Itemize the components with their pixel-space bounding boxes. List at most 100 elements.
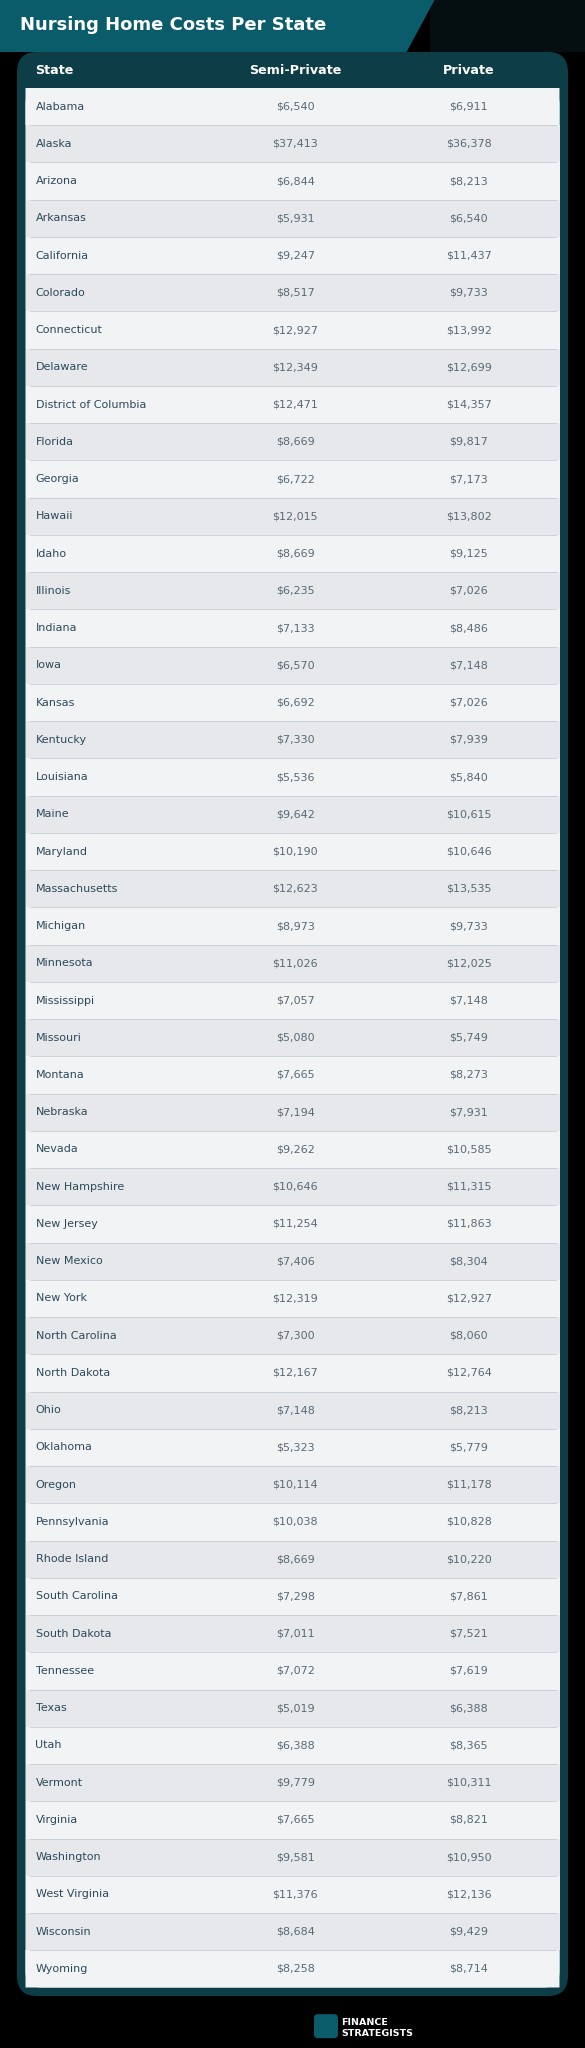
Text: $5,779: $5,779: [449, 1442, 488, 1452]
FancyBboxPatch shape: [26, 1206, 559, 1243]
Text: $12,623: $12,623: [272, 885, 318, 893]
FancyBboxPatch shape: [26, 834, 559, 870]
Text: $6,722: $6,722: [276, 473, 315, 483]
Text: $5,080: $5,080: [276, 1032, 315, 1042]
FancyBboxPatch shape: [26, 201, 559, 238]
Text: $7,665: $7,665: [276, 1069, 315, 1079]
Text: Minnesota: Minnesota: [36, 958, 93, 969]
FancyBboxPatch shape: [26, 348, 559, 385]
Text: $8,684: $8,684: [276, 1927, 315, 1937]
Polygon shape: [0, 0, 435, 51]
Text: $9,581: $9,581: [276, 1851, 315, 1862]
Text: Oklahoma: Oklahoma: [36, 1442, 92, 1452]
Text: $5,749: $5,749: [449, 1032, 488, 1042]
Text: $9,817: $9,817: [449, 436, 488, 446]
Text: FINANCE: FINANCE: [341, 2017, 388, 2028]
FancyBboxPatch shape: [26, 1430, 559, 1466]
Text: $10,828: $10,828: [446, 1518, 491, 1528]
FancyBboxPatch shape: [26, 274, 559, 311]
Text: $13,802: $13,802: [446, 512, 491, 522]
FancyBboxPatch shape: [26, 385, 559, 424]
FancyBboxPatch shape: [26, 1616, 559, 1653]
FancyBboxPatch shape: [26, 1280, 559, 1317]
Text: $8,821: $8,821: [449, 1815, 488, 1825]
FancyBboxPatch shape: [26, 1876, 559, 1913]
Text: $7,194: $7,194: [276, 1108, 315, 1118]
Text: $7,173: $7,173: [449, 473, 488, 483]
Text: Ohio: Ohio: [36, 1405, 61, 1415]
Text: $7,148: $7,148: [449, 659, 488, 670]
Text: New Mexico: New Mexico: [36, 1255, 102, 1266]
Text: Semi-Private: Semi-Private: [249, 63, 342, 76]
Text: $7,148: $7,148: [276, 1405, 315, 1415]
Text: Texas: Texas: [36, 1704, 66, 1714]
Text: Missouri: Missouri: [36, 1032, 81, 1042]
Text: $11,863: $11,863: [446, 1219, 491, 1229]
FancyBboxPatch shape: [429, 0, 585, 51]
FancyBboxPatch shape: [26, 1466, 559, 1503]
Text: $12,764: $12,764: [446, 1368, 491, 1378]
Text: $8,669: $8,669: [276, 436, 315, 446]
Text: $10,190: $10,190: [273, 846, 318, 856]
Text: $8,213: $8,213: [449, 1405, 488, 1415]
FancyBboxPatch shape: [26, 461, 559, 498]
Text: $7,133: $7,133: [276, 623, 315, 633]
Text: $6,388: $6,388: [276, 1741, 315, 1751]
Text: $7,057: $7,057: [276, 995, 315, 1006]
FancyBboxPatch shape: [26, 758, 559, 797]
Text: Connecticut: Connecticut: [36, 326, 102, 336]
FancyBboxPatch shape: [26, 1020, 559, 1057]
FancyBboxPatch shape: [26, 1690, 559, 1726]
FancyBboxPatch shape: [26, 944, 559, 981]
Text: $8,273: $8,273: [449, 1069, 488, 1079]
Text: $9,429: $9,429: [449, 1927, 488, 1937]
FancyBboxPatch shape: [26, 311, 559, 348]
Text: Virginia: Virginia: [36, 1815, 78, 1825]
Text: $37,413: $37,413: [272, 139, 318, 150]
Text: $8,714: $8,714: [449, 1964, 488, 1974]
Text: $6,570: $6,570: [276, 659, 315, 670]
Text: $7,931: $7,931: [449, 1108, 488, 1118]
Text: $11,026: $11,026: [273, 958, 318, 969]
FancyBboxPatch shape: [26, 88, 559, 125]
Text: $6,844: $6,844: [276, 176, 315, 186]
Text: $12,167: $12,167: [272, 1368, 318, 1378]
Text: $7,665: $7,665: [276, 1815, 315, 1825]
Text: $7,298: $7,298: [276, 1591, 315, 1602]
Text: Iowa: Iowa: [36, 659, 61, 670]
Text: Massachusetts: Massachusetts: [36, 885, 118, 893]
FancyBboxPatch shape: [17, 51, 568, 1997]
FancyBboxPatch shape: [26, 535, 559, 571]
Text: $8,213: $8,213: [449, 176, 488, 186]
Text: $10,646: $10,646: [273, 1182, 318, 1192]
Text: Georgia: Georgia: [36, 473, 79, 483]
Text: $8,517: $8,517: [276, 289, 315, 297]
Text: Mississippi: Mississippi: [36, 995, 95, 1006]
Text: $7,406: $7,406: [276, 1255, 315, 1266]
Text: $10,646: $10,646: [446, 846, 491, 856]
Text: $7,026: $7,026: [449, 698, 488, 707]
Text: $8,304: $8,304: [449, 1255, 488, 1266]
Text: $7,072: $7,072: [276, 1665, 315, 1675]
FancyBboxPatch shape: [26, 1950, 559, 1987]
Text: Tennessee: Tennessee: [36, 1665, 94, 1675]
Text: New York: New York: [36, 1294, 87, 1303]
Text: $7,861: $7,861: [449, 1591, 488, 1602]
Text: $10,038: $10,038: [273, 1518, 318, 1528]
Text: $6,235: $6,235: [276, 586, 315, 596]
Text: $8,060: $8,060: [449, 1331, 488, 1341]
Text: $5,536: $5,536: [276, 772, 314, 782]
Text: Colorado: Colorado: [36, 289, 85, 297]
Text: $11,254: $11,254: [272, 1219, 318, 1229]
FancyBboxPatch shape: [26, 1540, 559, 1577]
FancyBboxPatch shape: [26, 1130, 559, 1167]
FancyBboxPatch shape: [26, 1839, 559, 1876]
Text: Rhode Island: Rhode Island: [36, 1554, 108, 1565]
Text: Kentucky: Kentucky: [36, 735, 87, 745]
Text: South Carolina: South Carolina: [36, 1591, 118, 1602]
FancyBboxPatch shape: [26, 684, 559, 721]
FancyBboxPatch shape: [26, 1243, 559, 1280]
Text: Nevada: Nevada: [36, 1145, 78, 1155]
FancyBboxPatch shape: [26, 981, 559, 1020]
Text: STRATEGISTS: STRATEGISTS: [341, 2030, 413, 2038]
